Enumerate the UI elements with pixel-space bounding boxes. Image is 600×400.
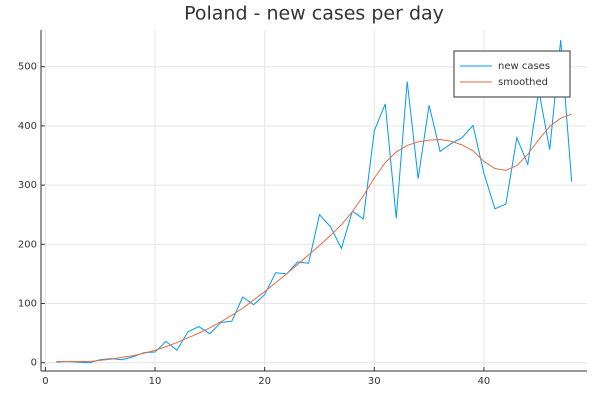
y-tick-label: 400 <box>18 121 37 132</box>
x-tick-label: 20 <box>258 376 271 387</box>
y-tick-label: 500 <box>18 62 37 73</box>
x-tick-label: 30 <box>368 376 381 387</box>
y-tick-label: 300 <box>18 180 37 191</box>
y-tick-label: 100 <box>18 299 37 310</box>
series-line <box>56 113 572 363</box>
legend-box <box>453 50 571 98</box>
x-tick-label: 40 <box>478 376 491 387</box>
y-tick-label: 0 <box>31 358 37 369</box>
y-tick-label: 200 <box>18 239 37 250</box>
legend-label: new cases <box>498 61 550 72</box>
chart-title: Poland - new cases per day <box>184 3 444 25</box>
x-tick-label: 10 <box>149 376 162 387</box>
x-tick-label: 0 <box>42 376 48 387</box>
legend-label: smoothed <box>498 77 548 88</box>
